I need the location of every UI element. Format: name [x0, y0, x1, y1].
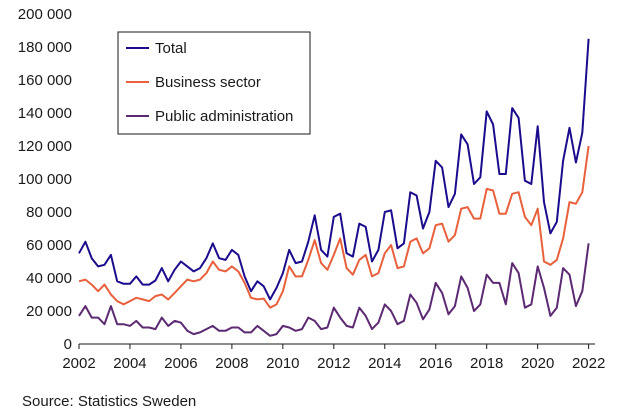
x-tick-label: 2020 — [521, 355, 554, 372]
y-tick-label: 180 000 — [18, 39, 72, 56]
series-line-public-administration — [78, 243, 590, 337]
x-tick-label: 2018 — [470, 355, 503, 372]
x-tick-label: 2016 — [419, 355, 452, 372]
y-tick-label: 100 000 — [18, 171, 72, 188]
y-tick-label: 60 000 — [26, 237, 72, 254]
series-line-total — [78, 38, 590, 301]
y-tick-label: 160 000 — [18, 72, 72, 89]
y-tick-label: 140 000 — [18, 105, 72, 122]
y-tick-label: 120 000 — [18, 138, 72, 155]
y-tick-label: 40 000 — [26, 270, 72, 287]
x-tick-label: 2014 — [368, 355, 401, 372]
y-axis: 0 20 000 40 000 60 000 80 000 100 000 120 000 1… — [18, 6, 72, 353]
y-tick-label: 200 000 — [18, 6, 72, 23]
source-note: Source: Statistics Sweden — [22, 393, 197, 410]
x-tick-label: 2022 — [572, 355, 605, 372]
legend-label-business-sector: Business sector — [155, 74, 261, 91]
x-tick-label: 2002 — [62, 355, 95, 372]
x-axis: 2002 2004 2006 2008 2010 2012 2014 2016 2018 2020… — [62, 343, 605, 372]
x-tick-label: 2004 — [113, 355, 146, 372]
y-tick-label: 0 — [64, 336, 72, 353]
legend-label-public-administration: Public administration — [155, 108, 293, 125]
line-chart: 0 20 000 40 000 60 000 80 000 100 000 120 000 1… — [18, 6, 606, 372]
x-tick-label: 2012 — [317, 355, 350, 372]
x-tick-label: 2010 — [266, 355, 299, 372]
x-tick-label: 2006 — [164, 355, 197, 372]
y-tick-label: 20 000 — [26, 303, 72, 320]
legend: Total Business sector Public administratio… — [117, 31, 311, 135]
series-lines — [78, 38, 590, 337]
x-tick-label: 2008 — [215, 355, 248, 372]
legend-label-total: Total — [155, 40, 187, 57]
series-line-business-sector — [78, 145, 590, 309]
legend-box — [117, 31, 311, 135]
y-tick-label: 80 000 — [26, 204, 72, 221]
